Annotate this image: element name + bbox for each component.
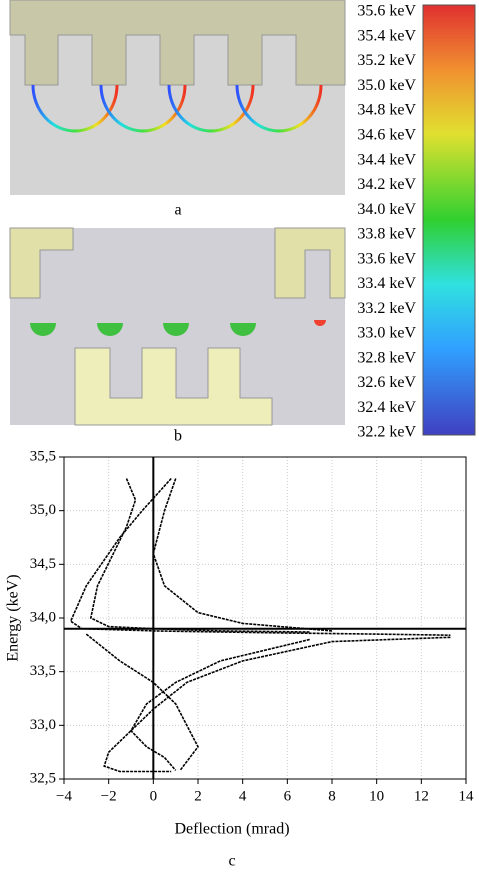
trajectory [103, 636, 451, 773]
colorbar-label: 32.2 keV [357, 424, 416, 441]
plot-frame [63, 456, 467, 780]
colorbar-label: 35.2 keV [357, 52, 416, 69]
y-axis-label: Energy (keV) [5, 574, 22, 661]
colorbar-label: 34.8 keV [357, 102, 416, 119]
x-tick-label: 4 [239, 788, 247, 804]
colorbar-label: 34.0 keV [357, 201, 416, 218]
colorbar-label: 32.6 keV [357, 374, 416, 391]
y-tick-label: 34,5 [30, 556, 56, 572]
x-tick-label: 12 [414, 788, 429, 804]
x-tick-label: −2 [101, 788, 117, 804]
panel-label: c [228, 853, 235, 870]
y-tick-label: 35,5 [30, 448, 56, 464]
panel-label: a [174, 202, 181, 219]
colorbar-label: 33.4 keV [357, 275, 416, 292]
x-tick-label: 6 [284, 788, 292, 804]
x-tick-label: 8 [328, 788, 336, 804]
x-tick-label: −4 [56, 788, 72, 804]
y-tick-label: 32,5 [30, 770, 56, 786]
colorbar-label: 34.4 keV [357, 151, 416, 168]
panel-b-image [9, 227, 346, 426]
chart: −4 −2 0 2 4 6 8 10 12 14 32,5 33,0 33,5 34,0 34,5 35,0 3… [30, 448, 474, 804]
colorbar-label: 34.6 keV [357, 126, 416, 143]
colorbar-label: 35.4 keV [357, 27, 416, 44]
x-tick-label: 0 [150, 788, 158, 804]
trajectory [89, 478, 310, 633]
x-tick-label: 10 [369, 788, 384, 804]
panel-label: b [174, 428, 182, 445]
colorbar [422, 4, 476, 436]
trajectory [130, 638, 310, 771]
panel-a-image [9, 0, 346, 195]
colorbar-label: 33.6 keV [357, 250, 416, 267]
y-tick-label: 35,0 [30, 502, 56, 518]
y-tick-label: 33,5 [30, 663, 56, 679]
colorbar-label: 34.2 keV [357, 176, 416, 193]
trajectory [69, 477, 451, 636]
x-axis-label: Deflection (mrad) [174, 821, 289, 838]
colorbar-label: 33.8 keV [357, 226, 416, 243]
x-tick-label: 14 [459, 788, 475, 804]
colorbar-label: 35.6 keV [357, 3, 416, 20]
colorbar-label: 33.2 keV [357, 300, 416, 317]
x-tick-label: 2 [194, 788, 202, 804]
colorbar-label: 35.0 keV [357, 77, 416, 94]
colorbar-label: 33.0 keV [357, 325, 416, 342]
colorbar-label: 32.4 keV [357, 399, 416, 416]
colorbar-labels: 35.6 keV 35.4 keV 35.2 keV 35.0 keV 34.8 keV… [357, 3, 416, 441]
trajectory [152, 478, 333, 632]
y-tick-label: 33,0 [30, 717, 56, 733]
colorbar-label: 32.8 keV [357, 349, 416, 366]
y-tick-label: 34,0 [30, 609, 56, 625]
trajectory [85, 633, 199, 771]
